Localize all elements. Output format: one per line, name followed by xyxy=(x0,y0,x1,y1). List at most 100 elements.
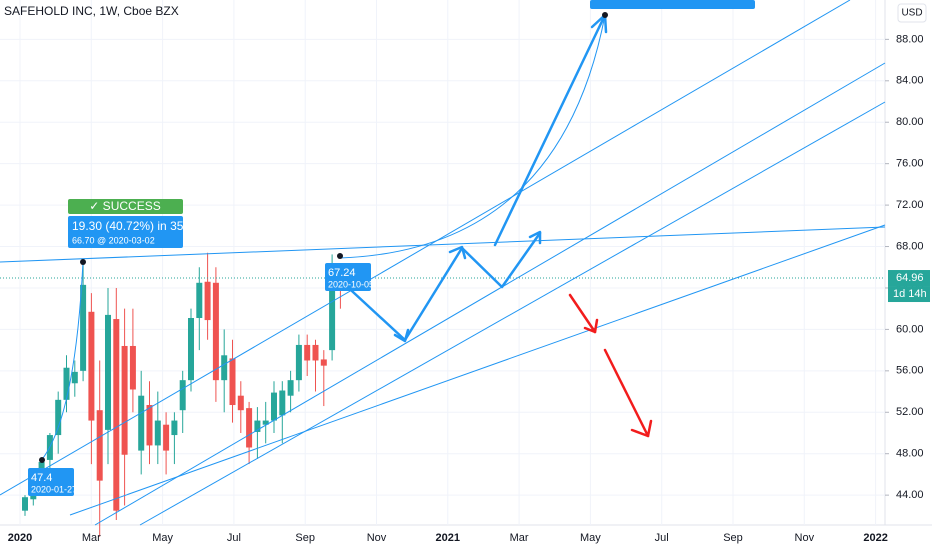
candle-body xyxy=(329,275,336,351)
drawings: ✓ SUCCESS 19.30 (40.72%) in 35d 66.70 @ … xyxy=(0,0,886,526)
arrow-head xyxy=(393,328,410,343)
candle-body xyxy=(262,420,269,425)
point xyxy=(39,457,45,463)
arrow-head xyxy=(630,419,653,438)
candle-body xyxy=(146,405,153,446)
candle-body xyxy=(279,390,286,416)
high-box xyxy=(325,263,371,291)
x-tick-label: 2021 xyxy=(436,532,460,544)
high-date: 2020-10-05 xyxy=(328,279,374,289)
candle-body xyxy=(80,284,87,371)
candle-body xyxy=(113,319,120,511)
measure-box xyxy=(68,216,183,248)
candle-body xyxy=(188,318,194,381)
bear-arrow xyxy=(603,348,650,438)
x-tick-label: Jul xyxy=(227,532,241,544)
curve xyxy=(39,261,84,463)
candle-body xyxy=(196,282,203,319)
x-tick-label: 2022 xyxy=(863,532,887,544)
candle-body xyxy=(179,380,186,411)
y-tick-label: 76.00 xyxy=(896,158,924,170)
candle-body xyxy=(96,410,103,481)
trend-line xyxy=(94,62,886,526)
y-tick-label: 60.00 xyxy=(896,323,924,335)
candle-body xyxy=(254,420,261,432)
bear-arrow xyxy=(568,293,597,334)
success-badge xyxy=(68,199,183,214)
arrow-head xyxy=(583,318,599,334)
x-tick-label: Sep xyxy=(723,532,743,544)
y-tick-label: 84.00 xyxy=(896,75,924,87)
y-tick-label: 72.00 xyxy=(896,199,924,211)
point xyxy=(80,259,86,265)
candle-body xyxy=(271,392,277,421)
candle-body xyxy=(212,282,219,381)
y-tick-label: 48.00 xyxy=(896,448,924,460)
high-price: 67.24 xyxy=(328,267,356,279)
candle-body xyxy=(204,281,211,321)
x-tick-label: Nov xyxy=(367,532,387,544)
success-label: ✓ SUCCESS xyxy=(89,199,160,213)
candle-body xyxy=(246,408,253,448)
currency-box xyxy=(897,3,927,23)
candle-body xyxy=(229,358,236,406)
low-date: 2020-01-27 xyxy=(31,484,77,494)
point xyxy=(337,253,343,259)
trend-line xyxy=(139,101,886,526)
y-tick-label: 80.00 xyxy=(896,116,924,128)
candle-body xyxy=(121,345,128,455)
trend-line xyxy=(0,0,851,496)
x-tick-label: May xyxy=(152,532,173,544)
arrow-head xyxy=(448,245,467,260)
candle-body xyxy=(138,395,145,451)
y-tick-label: 68.00 xyxy=(896,240,924,252)
currency: USD xyxy=(901,8,922,19)
candle-body xyxy=(22,497,28,511)
x-tick-label: Jul xyxy=(655,532,669,544)
arrow-head xyxy=(528,230,542,245)
trend-line xyxy=(69,224,886,516)
candle-body xyxy=(221,355,228,381)
last-price-box xyxy=(888,270,930,287)
trend-line xyxy=(0,226,886,263)
candle-body xyxy=(171,420,178,436)
plot xyxy=(0,0,885,537)
candle-body xyxy=(304,344,311,361)
x-tick-label: 2020 xyxy=(8,532,32,544)
candle-body xyxy=(154,420,161,446)
countdown-box xyxy=(888,286,930,303)
candle-body xyxy=(312,344,319,361)
x-tick-label: Sep xyxy=(295,532,315,544)
y-tick-label: 52.00 xyxy=(896,406,924,418)
candle-body xyxy=(63,367,70,400)
low-price: 47.4 xyxy=(31,472,52,484)
chart-title: SAFEHOLD INC, 1W, Cboe BZX xyxy=(4,4,179,18)
candle-body xyxy=(71,371,78,384)
y-tick-label: 56.00 xyxy=(896,365,924,377)
y-tick-label: 44.00 xyxy=(896,489,924,501)
candle-body xyxy=(105,314,111,430)
candle-body xyxy=(129,345,136,390)
curve xyxy=(339,14,606,259)
candle-body xyxy=(163,424,170,451)
candle-body xyxy=(237,395,244,411)
x-tick-label: Mar xyxy=(82,532,101,544)
x-tick-label: Nov xyxy=(795,532,815,544)
candle-body xyxy=(287,380,294,396)
measure-point: 66.70 @ 2020-03-02 xyxy=(72,235,155,245)
measure-gain: 19.30 (40.72%) in 35d xyxy=(72,219,190,233)
x-tick-label: May xyxy=(580,532,601,544)
candle-body xyxy=(88,311,95,421)
last-price-label: 64.96 xyxy=(896,272,924,284)
countdown-label: 1d 14h xyxy=(893,288,927,300)
candle-body xyxy=(320,359,327,366)
point xyxy=(602,12,608,18)
projection-arrow xyxy=(493,13,607,247)
low-box xyxy=(28,468,74,496)
y-tick-label: 88.00 xyxy=(896,33,924,45)
x-tick-label: Mar xyxy=(510,532,529,544)
target-box xyxy=(590,0,755,9)
